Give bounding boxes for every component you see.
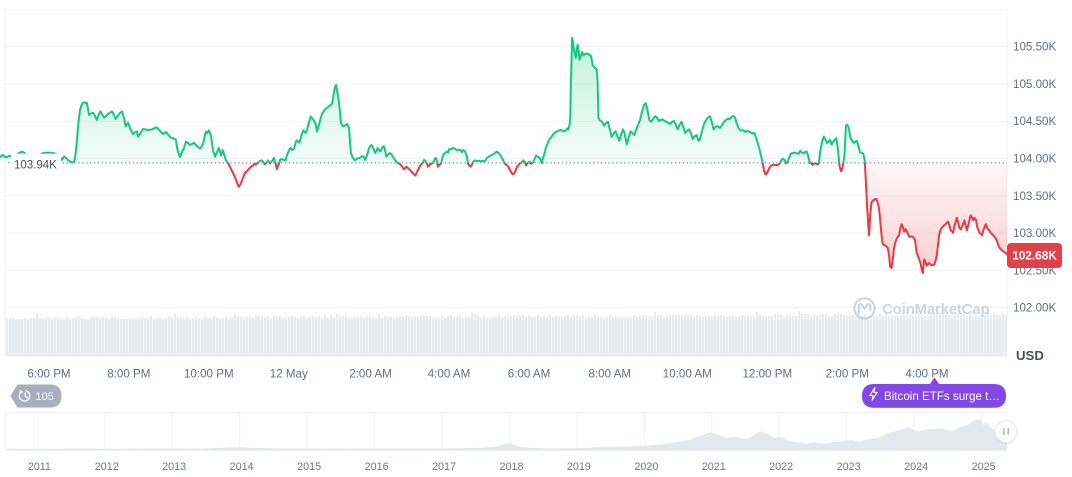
svg-text:2024: 2024 (904, 461, 928, 473)
svg-text:10:00 PM: 10:00 PM (184, 368, 234, 381)
svg-text:2020: 2020 (634, 461, 658, 473)
svg-text:105.00K: 105.00K (1013, 78, 1056, 91)
svg-text:2019: 2019 (567, 461, 591, 473)
svg-text:6:00 AM: 6:00 AM (508, 368, 551, 381)
svg-text:2021: 2021 (702, 461, 726, 473)
svg-text:2:00 AM: 2:00 AM (349, 368, 392, 381)
svg-text:4:00 AM: 4:00 AM (428, 368, 471, 381)
svg-text:10:00 AM: 10:00 AM (663, 368, 712, 381)
svg-text:4:00 PM: 4:00 PM (905, 368, 948, 381)
svg-text:103.50K: 103.50K (1013, 190, 1056, 203)
svg-text:12:00 PM: 12:00 PM (742, 368, 792, 381)
svg-text:CoinMarketCap: CoinMarketCap (882, 301, 989, 318)
svg-text:105: 105 (36, 391, 54, 403)
svg-text:2022: 2022 (769, 461, 793, 473)
svg-text:8:00 PM: 8:00 PM (107, 368, 150, 381)
svg-text:2:00 PM: 2:00 PM (826, 368, 869, 381)
svg-text:2013: 2013 (162, 461, 186, 473)
svg-text:2018: 2018 (499, 461, 523, 473)
svg-text:102.00K: 102.00K (1013, 302, 1056, 315)
svg-text:103.00K: 103.00K (1013, 227, 1056, 240)
svg-text:2015: 2015 (297, 461, 321, 473)
svg-text:6:00 PM: 6:00 PM (27, 368, 70, 381)
svg-text:Bitcoin ETFs surge t…: Bitcoin ETFs surge t… (884, 390, 1000, 403)
svg-text:104.00K: 104.00K (1013, 153, 1056, 166)
svg-text:2017: 2017 (432, 461, 456, 473)
svg-text:8:00 AM: 8:00 AM (589, 368, 632, 381)
svg-text:105.50K: 105.50K (1013, 41, 1056, 54)
svg-text:2025: 2025 (972, 461, 996, 473)
svg-text:104.50K: 104.50K (1013, 115, 1056, 128)
svg-text:2016: 2016 (365, 461, 389, 473)
svg-text:2012: 2012 (95, 461, 119, 473)
svg-text:102.68K: 102.68K (1012, 249, 1057, 263)
svg-text:2023: 2023 (837, 461, 861, 473)
svg-text:2014: 2014 (230, 461, 254, 473)
svg-text:103.94K: 103.94K (14, 160, 57, 172)
svg-text:USD: USD (1016, 348, 1044, 363)
svg-text:12 May: 12 May (270, 368, 308, 381)
svg-text:2011: 2011 (28, 461, 51, 473)
